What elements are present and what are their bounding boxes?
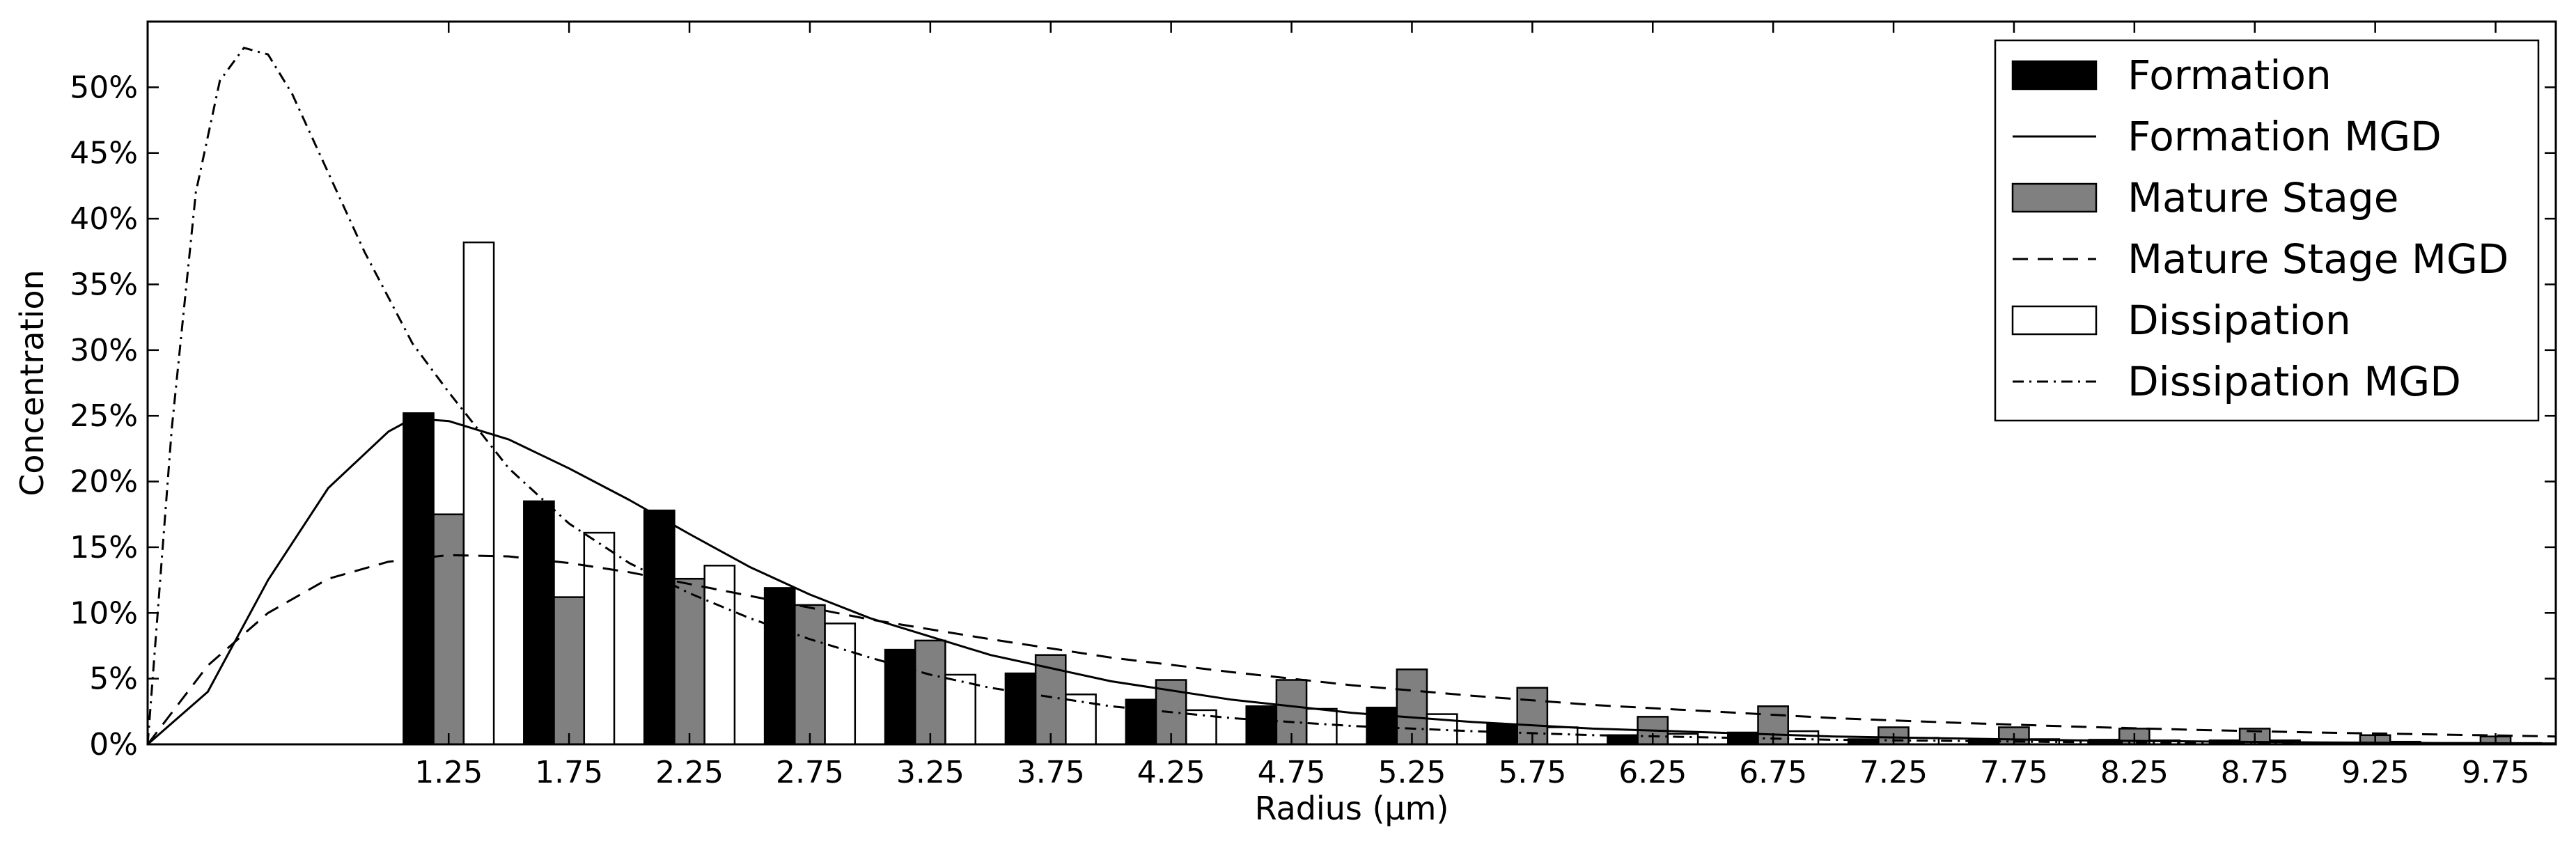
- bar-formation-5.75: [1486, 723, 1518, 746]
- bar-formation-4.25: [1125, 698, 1157, 746]
- x-tick-label: 5.75: [1498, 755, 1566, 790]
- y-tick-label: 35%: [70, 267, 138, 302]
- legend-label-dissipation: Dissipation: [2128, 297, 2351, 344]
- bar-formation-1.75: [523, 500, 555, 746]
- y-tick-label: 40%: [70, 201, 138, 237]
- x-tick-label: 8.75: [2221, 755, 2289, 790]
- line-formation-mgd: [147, 417, 2557, 746]
- legend-label-formation: Formation: [2128, 52, 2332, 99]
- bar-mature-stage-2.25: [673, 577, 705, 746]
- x-tick-label: 6.75: [1739, 755, 1807, 790]
- bar-dissipation-4.75: [1305, 707, 1338, 746]
- bar-mature-stage-3.25: [914, 639, 946, 746]
- x-axis-title: Radius (μm): [1255, 790, 1449, 827]
- x-axis: 1.25 1.75 2.25 2.75 3.25 3.75 4.25 4.75 5.25 5.75…: [414, 22, 2530, 790]
- y-tick-label: 0%: [89, 727, 138, 762]
- x-tick-label: 1.25: [414, 755, 483, 790]
- x-tick-label: 3.25: [896, 755, 965, 790]
- legend-label-mature-stage: Mature Stage: [2128, 174, 2398, 221]
- x-tick-label: 4.25: [1137, 755, 1205, 790]
- y-tick-label: 50%: [70, 70, 138, 105]
- y-tick-label: 45%: [70, 136, 138, 171]
- bar-formation-3.75: [1004, 672, 1037, 746]
- bar-dissipation-1.25: [462, 241, 495, 746]
- bar-formation-2.75: [763, 587, 796, 746]
- y-axis: 0% 5% 10% 15% 20% 25% 30% 35% 40% 45% 50%: [70, 70, 2556, 762]
- legend-label-formation-mgd: Formation MGD: [2128, 113, 2442, 160]
- x-tick-label: 1.75: [535, 755, 603, 790]
- plot-frame: [146, 20, 2557, 746]
- bar-formation-4.75: [1245, 705, 1278, 746]
- bar-mature-stage-1.75: [553, 596, 585, 746]
- y-tick-label: 5%: [89, 661, 138, 697]
- legend: Formation Formation MGD Mature Stage Mature…: [1994, 39, 2540, 422]
- x-tick-label: 6.25: [1618, 755, 1687, 790]
- x-tick-label: 7.25: [1859, 755, 1928, 790]
- legend-label-dissipation-mgd: Dissipation MGD: [2128, 358, 2461, 405]
- x-tick-label: 9.25: [2341, 755, 2410, 790]
- bar-formation-1.25: [403, 412, 435, 746]
- bar-dissipation-3.75: [1065, 694, 1097, 746]
- x-tick-label: 2.25: [655, 755, 724, 790]
- bar-dissipation-1.75: [583, 531, 616, 746]
- y-tick-label: 15%: [70, 530, 138, 565]
- bars-layer: [403, 241, 2542, 746]
- bar-dissipation-6.25: [1666, 733, 1699, 746]
- bar-mature-stage-2.75: [794, 604, 826, 746]
- x-tick-label: 4.75: [1258, 755, 1326, 790]
- bar-dissipation-6.75: [1787, 730, 1820, 746]
- bar-formation-5.25: [1366, 706, 1398, 746]
- bar-formation-3.25: [884, 648, 916, 746]
- legend-label-mature-stage-mgd: Mature Stage MGD: [2128, 235, 2508, 283]
- x-tick-label: 5.25: [1377, 755, 1446, 790]
- bar-formation-2.25: [643, 509, 676, 746]
- legend-swatch-mature-stage: [2011, 182, 2098, 213]
- legend-box: [1994, 39, 2540, 422]
- y-axis-title: Concentration: [13, 269, 51, 496]
- x-tick-label: 7.75: [1980, 755, 2048, 790]
- y-tick-label: 30%: [70, 333, 138, 368]
- x-tick-label: 2.75: [776, 755, 844, 790]
- legend-swatch-dissipation: [2011, 305, 2098, 336]
- bar-mature-stage-1.25: [432, 513, 465, 746]
- x-tick-label: 3.75: [1017, 755, 1085, 790]
- legend-swatch-formation: [2011, 60, 2098, 91]
- y-tick-label: 25%: [70, 398, 138, 434]
- bar-dissipation-3.25: [944, 673, 976, 746]
- bar-mature-stage-5.25: [1396, 668, 1428, 746]
- y-tick-label: 20%: [70, 464, 138, 500]
- y-tick-label: 10%: [70, 595, 138, 631]
- x-tick-label: 8.25: [2100, 755, 2169, 790]
- bar-dissipation-5.75: [1546, 726, 1579, 746]
- line-mature-stage-mgd: [146, 554, 2557, 745]
- x-tick-label: 9.75: [2462, 755, 2530, 790]
- bar-dissipation-2.75: [824, 622, 857, 746]
